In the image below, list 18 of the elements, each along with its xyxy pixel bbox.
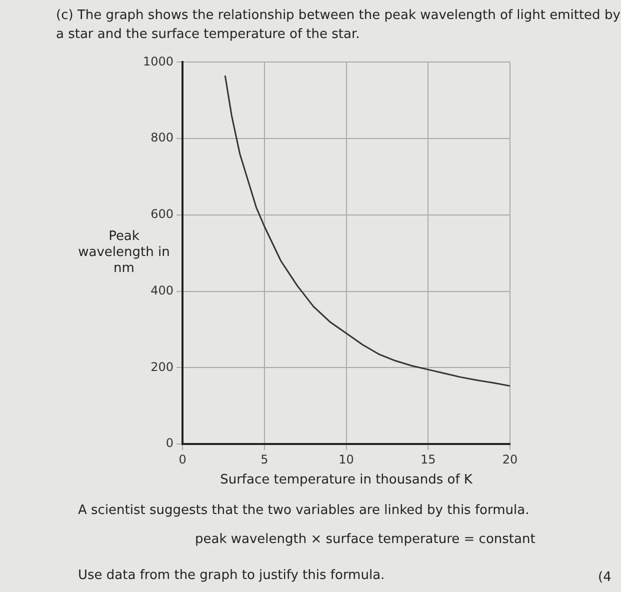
y-axis-title: Peak wavelength in nm xyxy=(77,229,171,277)
chart-title: (c) The graph shows the relationship between the peak wavelength of light emitted by a star and the surface temperature of the star. xyxy=(56,7,621,44)
y-tick-label: 400 xyxy=(150,283,174,298)
y-tick-label: 800 xyxy=(150,130,174,145)
x-tick-label: 20 xyxy=(502,452,518,466)
y-tick-label: 600 xyxy=(150,207,174,222)
text: (4 xyxy=(598,570,612,585)
y-tick-label: 0 xyxy=(166,436,174,450)
y-tick-label: 200 xyxy=(150,360,174,374)
x-axis-title: Surface temperature in thousands of K xyxy=(220,472,473,488)
y-tick-label: 1000 xyxy=(142,54,174,68)
text: Use data from the graph to justify this formula. xyxy=(78,568,385,583)
text: peak wavelength × surface temperature = constant xyxy=(195,532,536,547)
x-tick-label: 5 xyxy=(260,452,268,466)
text: A scientist suggests that the two variables are linked by this formula. xyxy=(78,503,530,518)
x-tick-label: 10 xyxy=(338,452,354,466)
x-tick-label: 0 xyxy=(178,452,186,466)
x-tick-label: 15 xyxy=(420,452,436,466)
